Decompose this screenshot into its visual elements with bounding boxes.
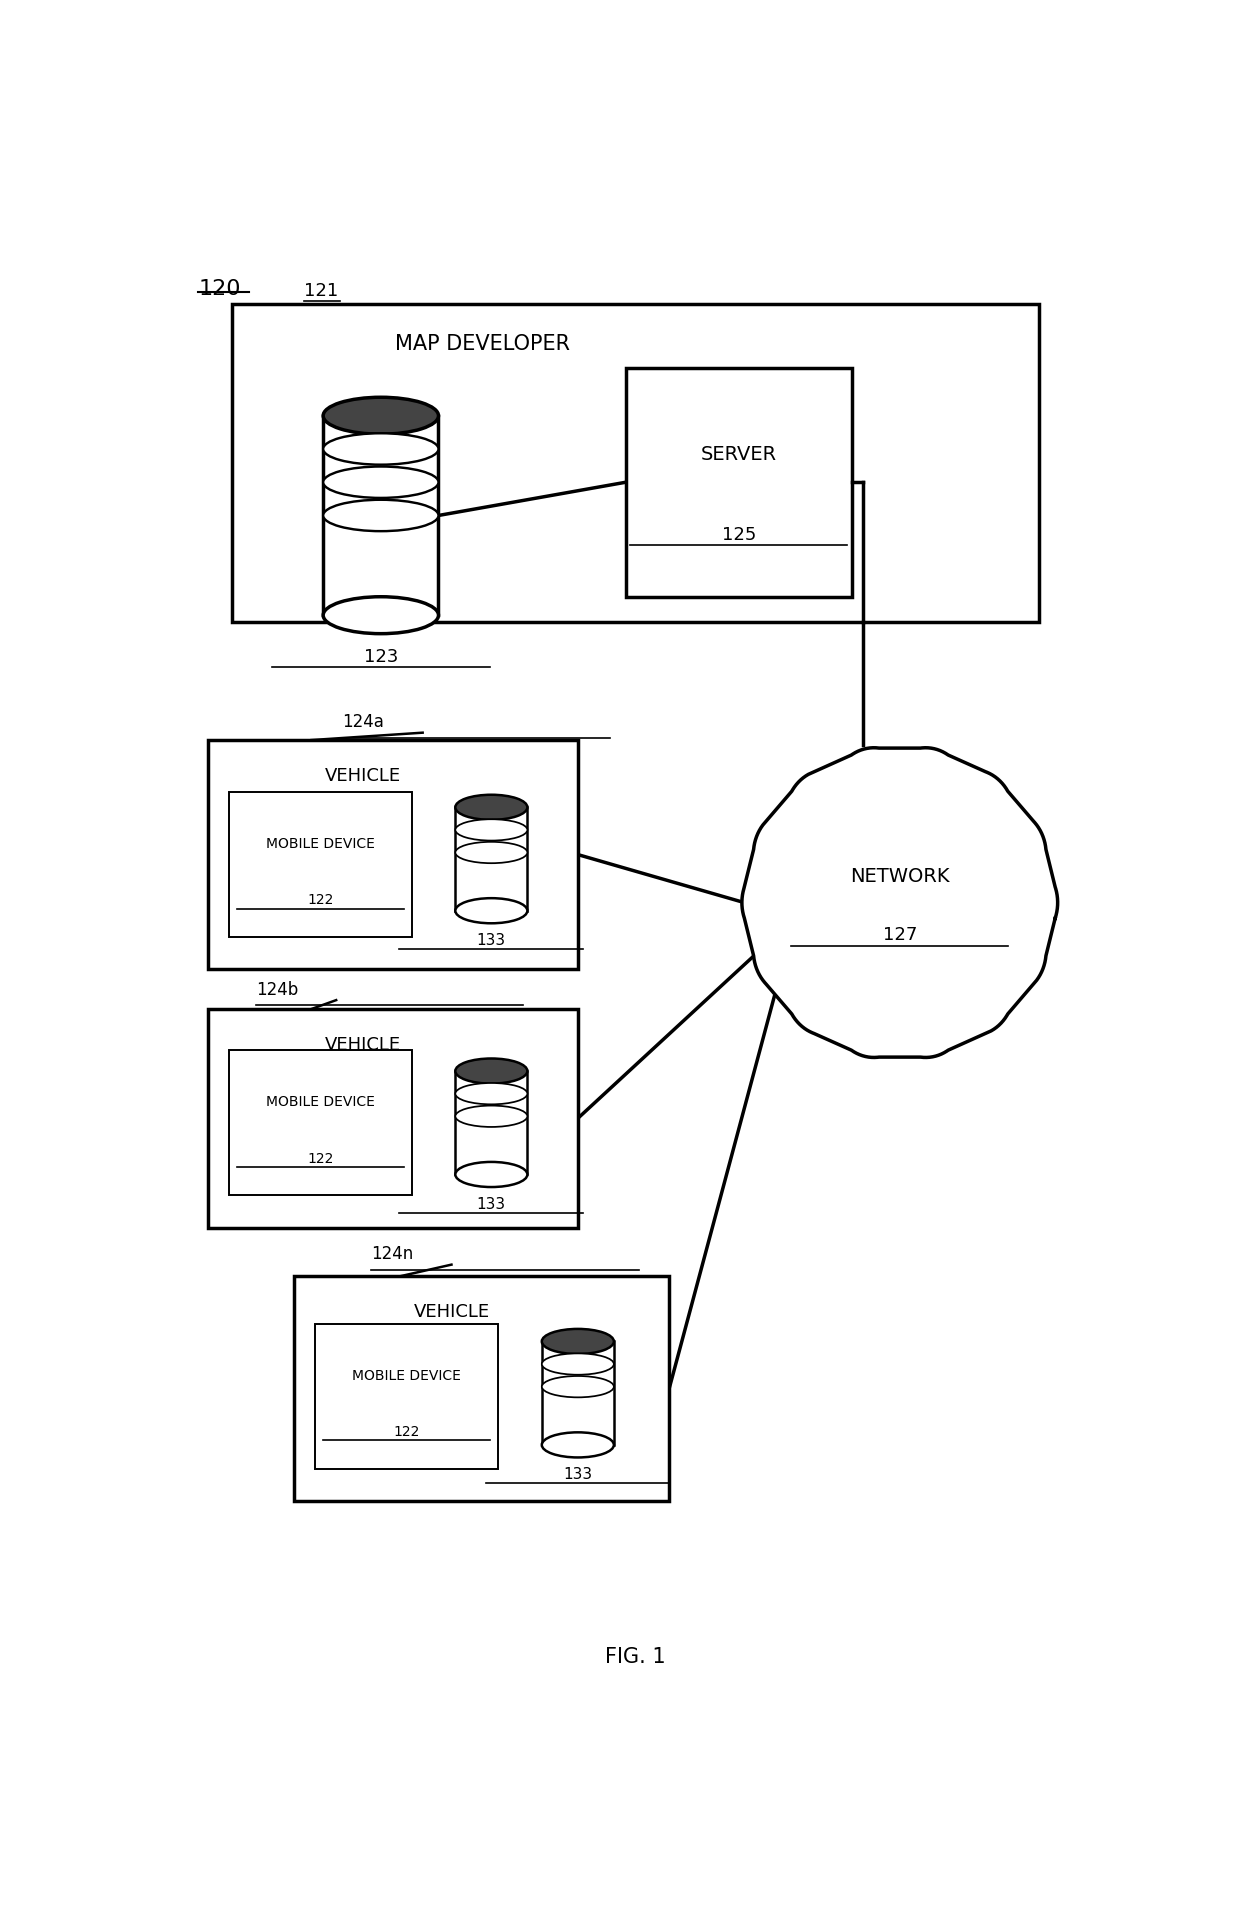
Polygon shape: [742, 748, 1058, 1057]
Text: 122: 122: [308, 894, 334, 908]
Ellipse shape: [324, 397, 439, 434]
Bar: [208, 741, 578, 969]
Text: MOBILE DEVICE: MOBILE DEVICE: [265, 837, 374, 850]
Ellipse shape: [324, 597, 439, 633]
Text: VEHICLE: VEHICLE: [414, 1303, 490, 1320]
Ellipse shape: [542, 1328, 614, 1355]
Bar: [294, 1276, 670, 1501]
Bar: [229, 1050, 412, 1196]
Text: 122: 122: [308, 1151, 334, 1167]
Text: MOBILE DEVICE: MOBILE DEVICE: [352, 1368, 461, 1384]
Ellipse shape: [455, 794, 527, 819]
Ellipse shape: [455, 1059, 527, 1084]
Text: NETWORK: NETWORK: [851, 867, 950, 885]
Text: VEHICLE: VEHICLE: [325, 1036, 402, 1054]
Text: 122: 122: [393, 1426, 420, 1439]
Bar: [455, 808, 527, 912]
Text: 120: 120: [198, 278, 241, 299]
Ellipse shape: [455, 1105, 527, 1126]
Ellipse shape: [455, 1082, 527, 1103]
Bar: [229, 793, 412, 936]
Text: VEHICLE: VEHICLE: [325, 768, 402, 785]
Text: 127: 127: [883, 927, 916, 944]
Ellipse shape: [455, 1161, 527, 1188]
Ellipse shape: [455, 842, 527, 864]
Ellipse shape: [455, 819, 527, 841]
Text: 121: 121: [304, 282, 339, 299]
Ellipse shape: [324, 499, 439, 532]
Text: MAP DEVELOPER: MAP DEVELOPER: [396, 334, 570, 353]
Bar: [542, 1341, 614, 1445]
Text: 133: 133: [477, 1197, 506, 1211]
Ellipse shape: [455, 898, 527, 923]
Bar: [232, 303, 1039, 622]
Text: 125: 125: [722, 526, 756, 543]
Text: FIG. 1: FIG. 1: [605, 1647, 666, 1666]
Text: 124a: 124a: [342, 714, 384, 731]
Bar: [324, 416, 439, 616]
Bar: [315, 1324, 498, 1468]
Ellipse shape: [324, 434, 439, 464]
Bar: [208, 1009, 578, 1228]
Ellipse shape: [324, 466, 439, 497]
Text: MOBILE DEVICE: MOBILE DEVICE: [265, 1096, 374, 1109]
Ellipse shape: [542, 1376, 614, 1397]
Text: 124b: 124b: [255, 981, 298, 1000]
Ellipse shape: [542, 1353, 614, 1374]
Text: 133: 133: [563, 1466, 593, 1481]
Ellipse shape: [542, 1432, 614, 1457]
Text: 123: 123: [363, 647, 398, 666]
Text: 124n: 124n: [371, 1245, 413, 1263]
Bar: [626, 368, 852, 597]
Bar: [455, 1071, 527, 1174]
Text: 133: 133: [477, 933, 506, 948]
Text: SERVER: SERVER: [701, 445, 777, 464]
